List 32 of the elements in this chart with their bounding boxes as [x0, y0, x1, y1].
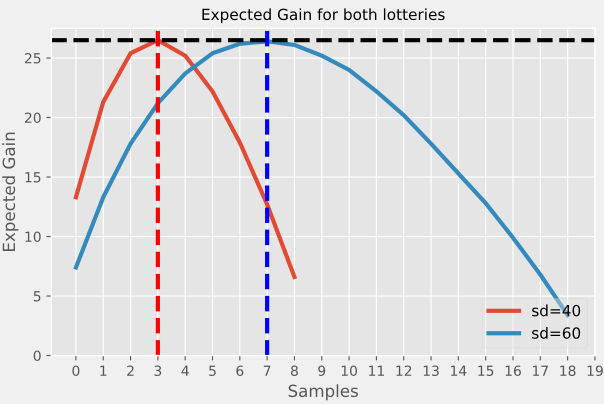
y-axis-title: Expected Gain	[2, 132, 18, 251]
x-tick-label: 11	[369, 366, 384, 376]
x-tick-label: 12	[396, 365, 412, 376]
y-tick-label: 10	[25, 231, 41, 242]
chart-title: Expected Gain for both lotteries	[202, 8, 445, 24]
y-tick-label: 0	[34, 350, 41, 361]
y-tick-label: 25	[24, 53, 40, 64]
x-tick-label: 2	[127, 365, 134, 376]
x-tick-label: 18	[560, 365, 576, 376]
x-tick-label: 15	[478, 366, 494, 376]
y-tick-label: 15	[25, 172, 40, 182]
x-tick-label: 10	[342, 365, 358, 376]
x-tick-label: 0	[72, 365, 80, 376]
line-series	[74, 38, 297, 280]
x-axis-title: Samples	[288, 384, 358, 400]
x-tick-label: 1	[100, 366, 106, 376]
x-tick-label: 14	[451, 366, 466, 376]
x-tick-label: 8	[290, 365, 298, 376]
legend-label: sd=60	[532, 326, 580, 339]
x-tick-label: 3	[154, 365, 162, 376]
x-tick-label: 16	[506, 365, 521, 376]
x-tick-label: 5	[209, 366, 216, 376]
x-tick-label: 6	[236, 365, 244, 376]
x-tick-label: 17	[532, 366, 548, 376]
x-tick-label: 7	[264, 366, 270, 376]
x-tick-label: 9	[318, 365, 326, 376]
x-tick-label: 19	[588, 365, 603, 376]
y-tick-label: 5	[34, 291, 40, 302]
legend-label: sd=40	[532, 304, 580, 316]
x-tick-label: 13	[424, 365, 439, 376]
x-tick-label: 4	[181, 366, 189, 376]
y-tick-label: 20	[24, 112, 41, 123]
